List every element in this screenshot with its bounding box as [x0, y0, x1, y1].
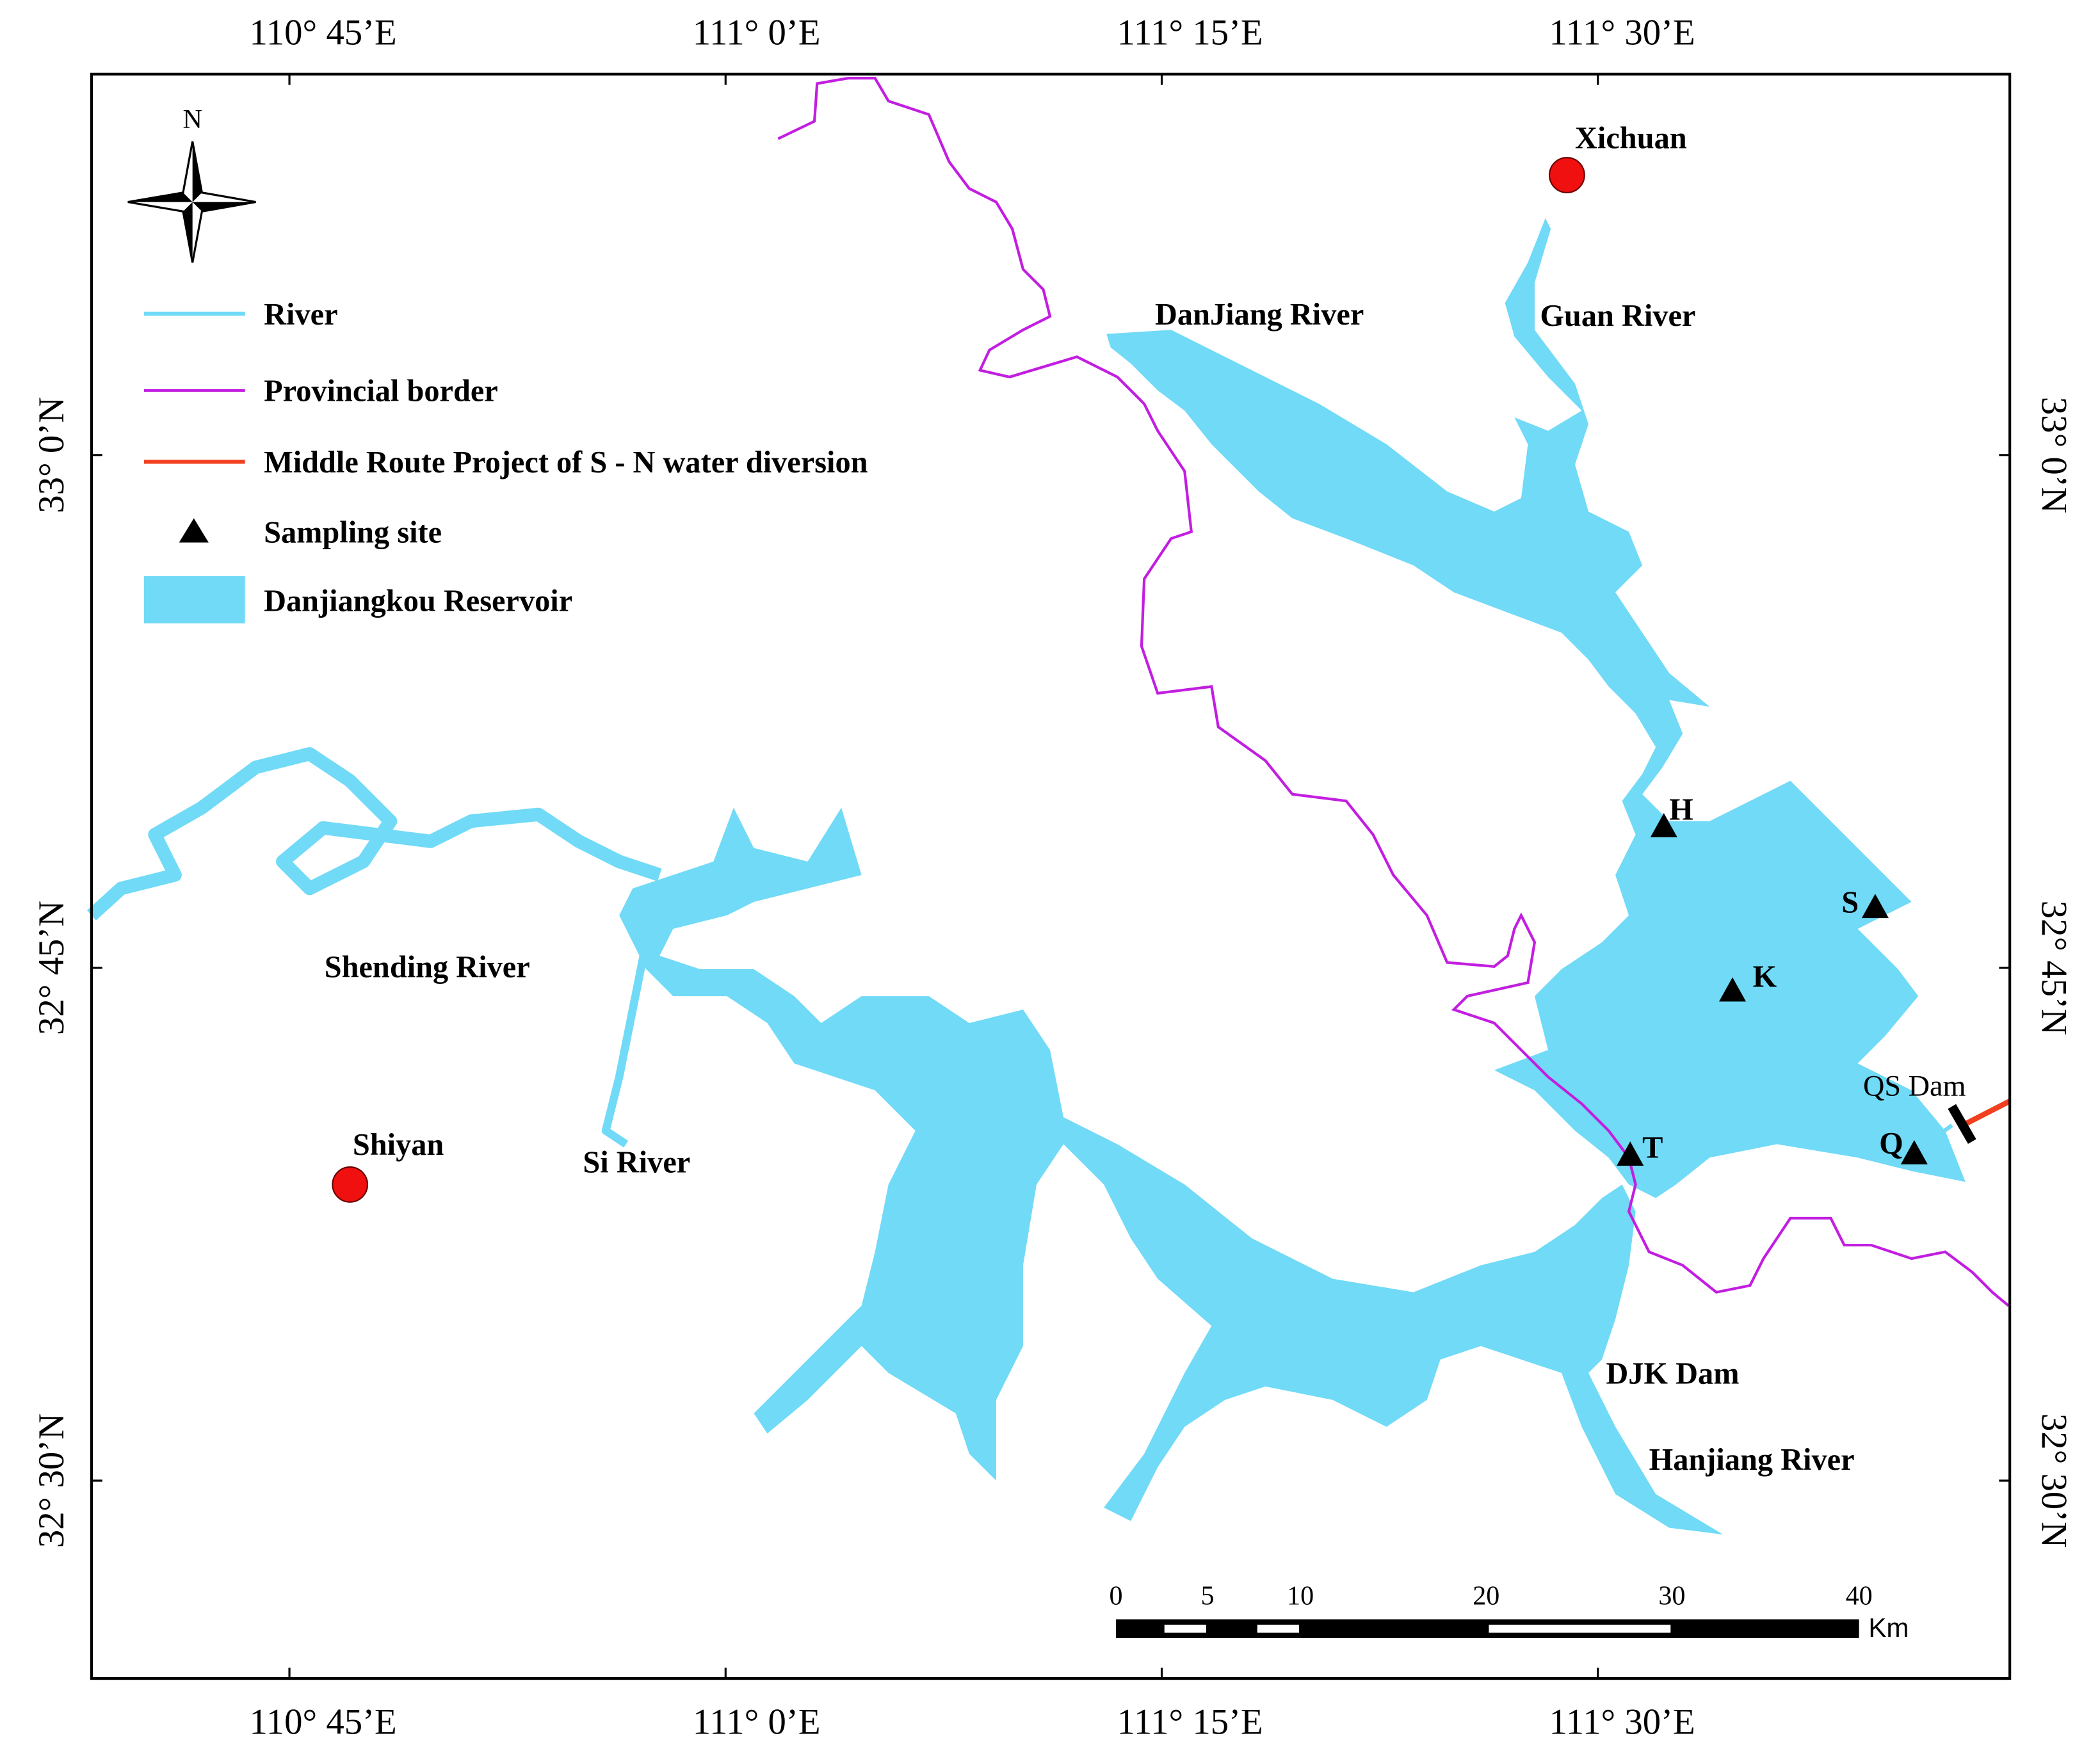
compass-star-dark [127, 141, 256, 263]
dam-label: DJK Dam [1606, 1357, 1739, 1391]
compass-label: N [182, 105, 202, 134]
city [1549, 157, 1585, 193]
map-frame [90, 72, 2012, 1680]
scale-segment [1164, 1624, 1206, 1633]
lat-label: 32° 45’N [31, 901, 72, 1035]
lon-label: 111° 0’E [693, 1702, 821, 1742]
legend-reservoir [143, 576, 245, 624]
compass: N [127, 105, 256, 263]
scale-label: 40 [1846, 1581, 1873, 1611]
site-label: H [1669, 793, 1693, 827]
graticule-ticks [91, 74, 2010, 1679]
legend: River Provincial border Middle Route Pro… [143, 298, 868, 624]
site-label: T [1642, 1130, 1663, 1164]
site-label: Q [1879, 1127, 1903, 1161]
lon-label: 111° 15’E [1117, 13, 1263, 53]
middle-route [1961, 1098, 2012, 1128]
river-label: Shending River [325, 951, 530, 985]
site [1900, 1140, 1928, 1164]
legend-label: Provincial border [264, 374, 498, 408]
shending-river [86, 747, 662, 921]
river-labels: DanJiang River Guan River Shending River… [325, 298, 1966, 1477]
reservoir-south [619, 807, 1724, 1535]
site [1861, 894, 1889, 919]
lon-label: 111° 15’E [1117, 1702, 1263, 1742]
lat-label: 32° 45’N [2034, 901, 2074, 1035]
legend-label: River [264, 298, 337, 332]
river-label: Guan River [1540, 299, 1695, 333]
lon-label: 110° 45’E [250, 13, 397, 53]
provincial-border [777, 77, 2010, 1307]
lon-label: 111° 0’E [693, 13, 821, 53]
legend-label: Sampling site [264, 516, 442, 550]
city [332, 1166, 369, 1203]
city-label: Xichuan [1575, 121, 1687, 155]
scale-label: 5 [1200, 1581, 1214, 1611]
legend-label: Middle Route Project of S - N water dive… [264, 446, 868, 479]
river-label: DanJiang River [1155, 298, 1364, 332]
scale-segment [1257, 1624, 1299, 1633]
lon-label: 111° 30’E [1549, 1702, 1695, 1742]
scale-label: 30 [1658, 1581, 1685, 1611]
scale-label: 0 [1110, 1581, 1123, 1611]
site [1617, 1141, 1644, 1166]
lon-label: 111° 30’E [1549, 13, 1695, 53]
reservoir [619, 218, 1966, 1535]
city-label: Shiyan [353, 1128, 444, 1162]
site [1718, 977, 1747, 1002]
legend-site [179, 518, 209, 543]
g: 0 5 10 20 30 40 [1110, 1581, 1873, 1611]
scale-segment [1489, 1624, 1671, 1633]
lon-label: 110° 45’E [250, 1702, 397, 1742]
scale-label: 10 [1287, 1581, 1314, 1611]
rivers [86, 747, 1953, 1154]
qs-dam [1948, 1104, 1976, 1144]
river-label: Hanjiang River [1649, 1443, 1855, 1477]
lat-label: 32° 30’N [31, 1413, 72, 1548]
scale-unit: Km [1868, 1613, 1909, 1643]
site-label: K [1753, 960, 1777, 994]
dam-label: QS Dam [1863, 1070, 1966, 1103]
scale-bar: 0 5 10 20 30 40 Km [1110, 1581, 1909, 1642]
scale-segment [1116, 1619, 1859, 1638]
reservoir-north [1106, 218, 1966, 1198]
site-label: S [1841, 886, 1859, 920]
site [1650, 813, 1677, 837]
cities: Xichuan Shiyan [332, 121, 1687, 1203]
si-river [601, 941, 650, 1148]
legend-label: Danjiangkou Reservoir [264, 584, 572, 618]
lat-label: 33° 0’N [31, 397, 72, 513]
sampling-sites: H S K T Q [1617, 793, 1928, 1166]
river-label: Si River [583, 1146, 690, 1180]
lat-label: 32° 30’N [2034, 1413, 2074, 1548]
lon-labels: 110° 45’E 111° 0’E 111° 15’E 111° 30’E 110°… [31, 13, 2074, 1742]
river-line [1913, 1123, 1953, 1154]
lat-label: 33° 0’N [2034, 397, 2074, 513]
scale-label: 20 [1473, 1581, 1499, 1611]
